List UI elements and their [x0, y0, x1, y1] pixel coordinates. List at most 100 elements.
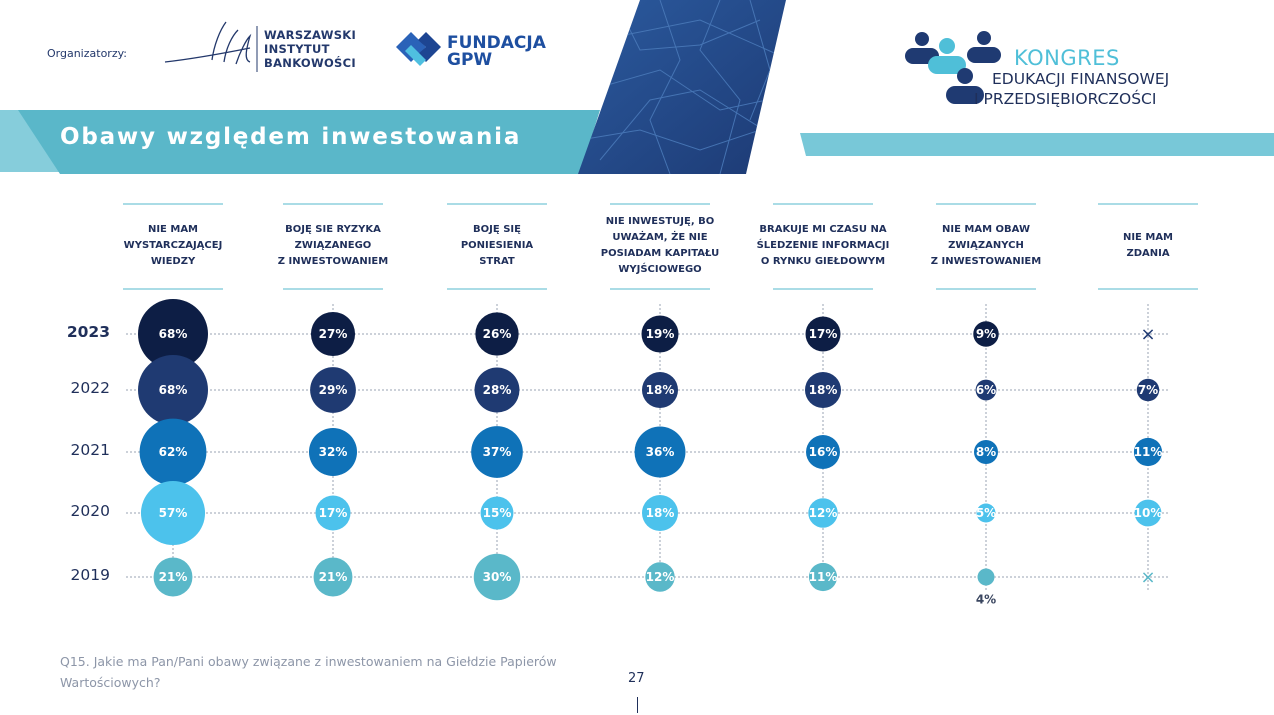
category-header-line: ZDANIA — [1126, 248, 1170, 259]
organizers-label: Organizatorzy: — [47, 47, 128, 60]
wib-logo-text: WARSZAWSKI INSTYTUT BANKOWOŚCI — [264, 28, 356, 70]
data-bubble — [974, 440, 998, 464]
data-label: 7% — [1138, 383, 1158, 397]
category-header: NIE MAM ZDANIA — [1074, 230, 1222, 262]
data-bubble — [977, 568, 995, 586]
data-label: 36% — [646, 445, 675, 459]
data-bubble — [138, 299, 208, 369]
wib-line-2: INSTYTUT — [264, 42, 330, 56]
data-label: 17% — [809, 327, 838, 341]
data-bubble — [480, 496, 514, 530]
year-label: 2020 — [70, 502, 110, 520]
map-stripe — [578, 0, 786, 174]
data-label: 8% — [976, 445, 996, 459]
data-label: 18% — [646, 506, 675, 520]
data-bubble — [806, 435, 840, 469]
missing-marker: × — [1140, 324, 1155, 345]
kongres-line-3: I PRZEDSIĘBIORCZOŚCI — [974, 90, 1157, 108]
category-header-line: NIE MAM — [147, 224, 199, 235]
category-header-line: STRAT — [479, 256, 515, 267]
data-label: 26% — [483, 327, 512, 341]
category-header-line: ŚLEDZENIE INFORMACJI — [756, 240, 890, 251]
category-header: NIE INWESTUJĘ, BO UWAŻAM, ŻE NIE POSIADAM … — [586, 214, 734, 278]
data-bubble — [139, 418, 207, 486]
data-bubble — [805, 316, 841, 352]
data-label: 37% — [483, 445, 512, 459]
gpw-line-1: FUNDACJA — [447, 33, 546, 53]
wib-line-1: WARSZAWSKI — [264, 28, 357, 42]
data-label: 18% — [646, 383, 675, 397]
data-label: 18% — [809, 383, 838, 397]
data-bubble — [474, 367, 520, 413]
data-bubble — [975, 379, 997, 401]
data-label: 21% — [159, 570, 188, 584]
category-header-line: NIE MAM — [1122, 232, 1174, 243]
page-title: Obawy względem inwestowania — [60, 124, 522, 150]
data-label: 19% — [646, 327, 675, 341]
data-bubble — [976, 503, 996, 523]
wib-line-3: BANKOWOŚCI — [264, 56, 356, 70]
data-bubble — [473, 553, 521, 601]
data-bubble — [138, 355, 208, 425]
data-label: 32% — [319, 445, 348, 459]
banner-shape — [18, 110, 600, 174]
category-header-line: POSIADAM KAPITAŁU — [600, 248, 720, 259]
header-graphics — [0, 0, 1274, 174]
data-bubble — [641, 371, 679, 409]
kongres-line-1: KONGRES — [1014, 46, 1120, 70]
data-bubble — [808, 562, 838, 592]
data-label: 16% — [809, 445, 838, 459]
data-label: 5% — [976, 506, 996, 520]
data-bubble — [973, 321, 999, 347]
category-header: BRAKUJE MI CZASU NA ŚLEDZENIE INFORMACJI O… — [749, 222, 897, 270]
data-bubble — [1134, 499, 1162, 527]
category-header-line: Z INWESTOWANIEM — [277, 256, 389, 267]
category-header: NIE MAM OBAW ZWIĄZANYCH Z INWESTOWANIEM — [912, 222, 1060, 270]
data-label: 62% — [159, 445, 188, 459]
gpw-line-2: GPW — [447, 50, 493, 70]
data-bubble — [641, 315, 679, 353]
data-bubble — [808, 498, 838, 528]
data-bubble — [1136, 378, 1160, 402]
category-header-line: Z INWESTOWANIEM — [930, 256, 1042, 267]
data-bubble — [310, 367, 356, 413]
data-bubble — [645, 562, 675, 592]
category-header-line: NIE MAM OBAW — [942, 224, 1030, 235]
data-label: 57% — [159, 506, 188, 520]
data-label: 12% — [646, 570, 675, 584]
accent-band — [800, 133, 1274, 156]
category-header-line: O RYNKU GIEŁDOWYM — [760, 256, 886, 267]
data-bubble — [310, 311, 356, 357]
data-bubble — [471, 426, 523, 478]
wib-signature-icon — [164, 21, 252, 65]
page-number-bar — [637, 697, 638, 713]
year-label: 2023 — [66, 323, 110, 341]
data-label: 9% — [976, 327, 996, 341]
data-label: 30% — [483, 570, 512, 584]
category-header-line: UWAŻAM, ŻE NIE — [612, 232, 708, 243]
data-label: 4% — [976, 592, 996, 606]
category-header-line: WIEDZY — [150, 256, 196, 267]
bubble-chart: 68% 27% 26% 19% 17% 9% × 68% 29% 28% 18% 18% 6% 7% 62%… — [123, 203, 1198, 606]
data-label: 6% — [976, 383, 996, 397]
data-label: 21% — [319, 570, 348, 584]
category-header: NIE MAM WYSTARCZAJĄCEJ WIEDZY — [99, 222, 247, 270]
gpw-logo-text: FUNDACJA GPW — [447, 35, 546, 69]
data-bubble — [153, 557, 193, 597]
year-label: 2021 — [70, 441, 110, 459]
survey-question: Q15. Jakie ma Pan/Pani obawy związane z … — [60, 654, 557, 690]
missing-marker: × — [1140, 567, 1155, 588]
data-bubble — [140, 480, 206, 546]
data-label: 12% — [809, 506, 838, 520]
data-label: 27% — [319, 327, 348, 341]
data-label: 29% — [319, 383, 348, 397]
data-label: 11% — [1134, 445, 1163, 459]
category-header-line: BOJĘ SIE RYZYKA — [285, 224, 381, 235]
category-header-line: NIE INWESTUJĘ, BO — [605, 216, 715, 227]
category-header-line: WYJŚCIOWEGO — [618, 264, 702, 275]
year-label: 2019 — [70, 566, 110, 584]
data-bubble — [1133, 437, 1163, 467]
data-label: 11% — [809, 570, 838, 584]
data-label: 68% — [159, 327, 188, 341]
category-header-line: ZWIĄZANEGO — [294, 240, 372, 251]
